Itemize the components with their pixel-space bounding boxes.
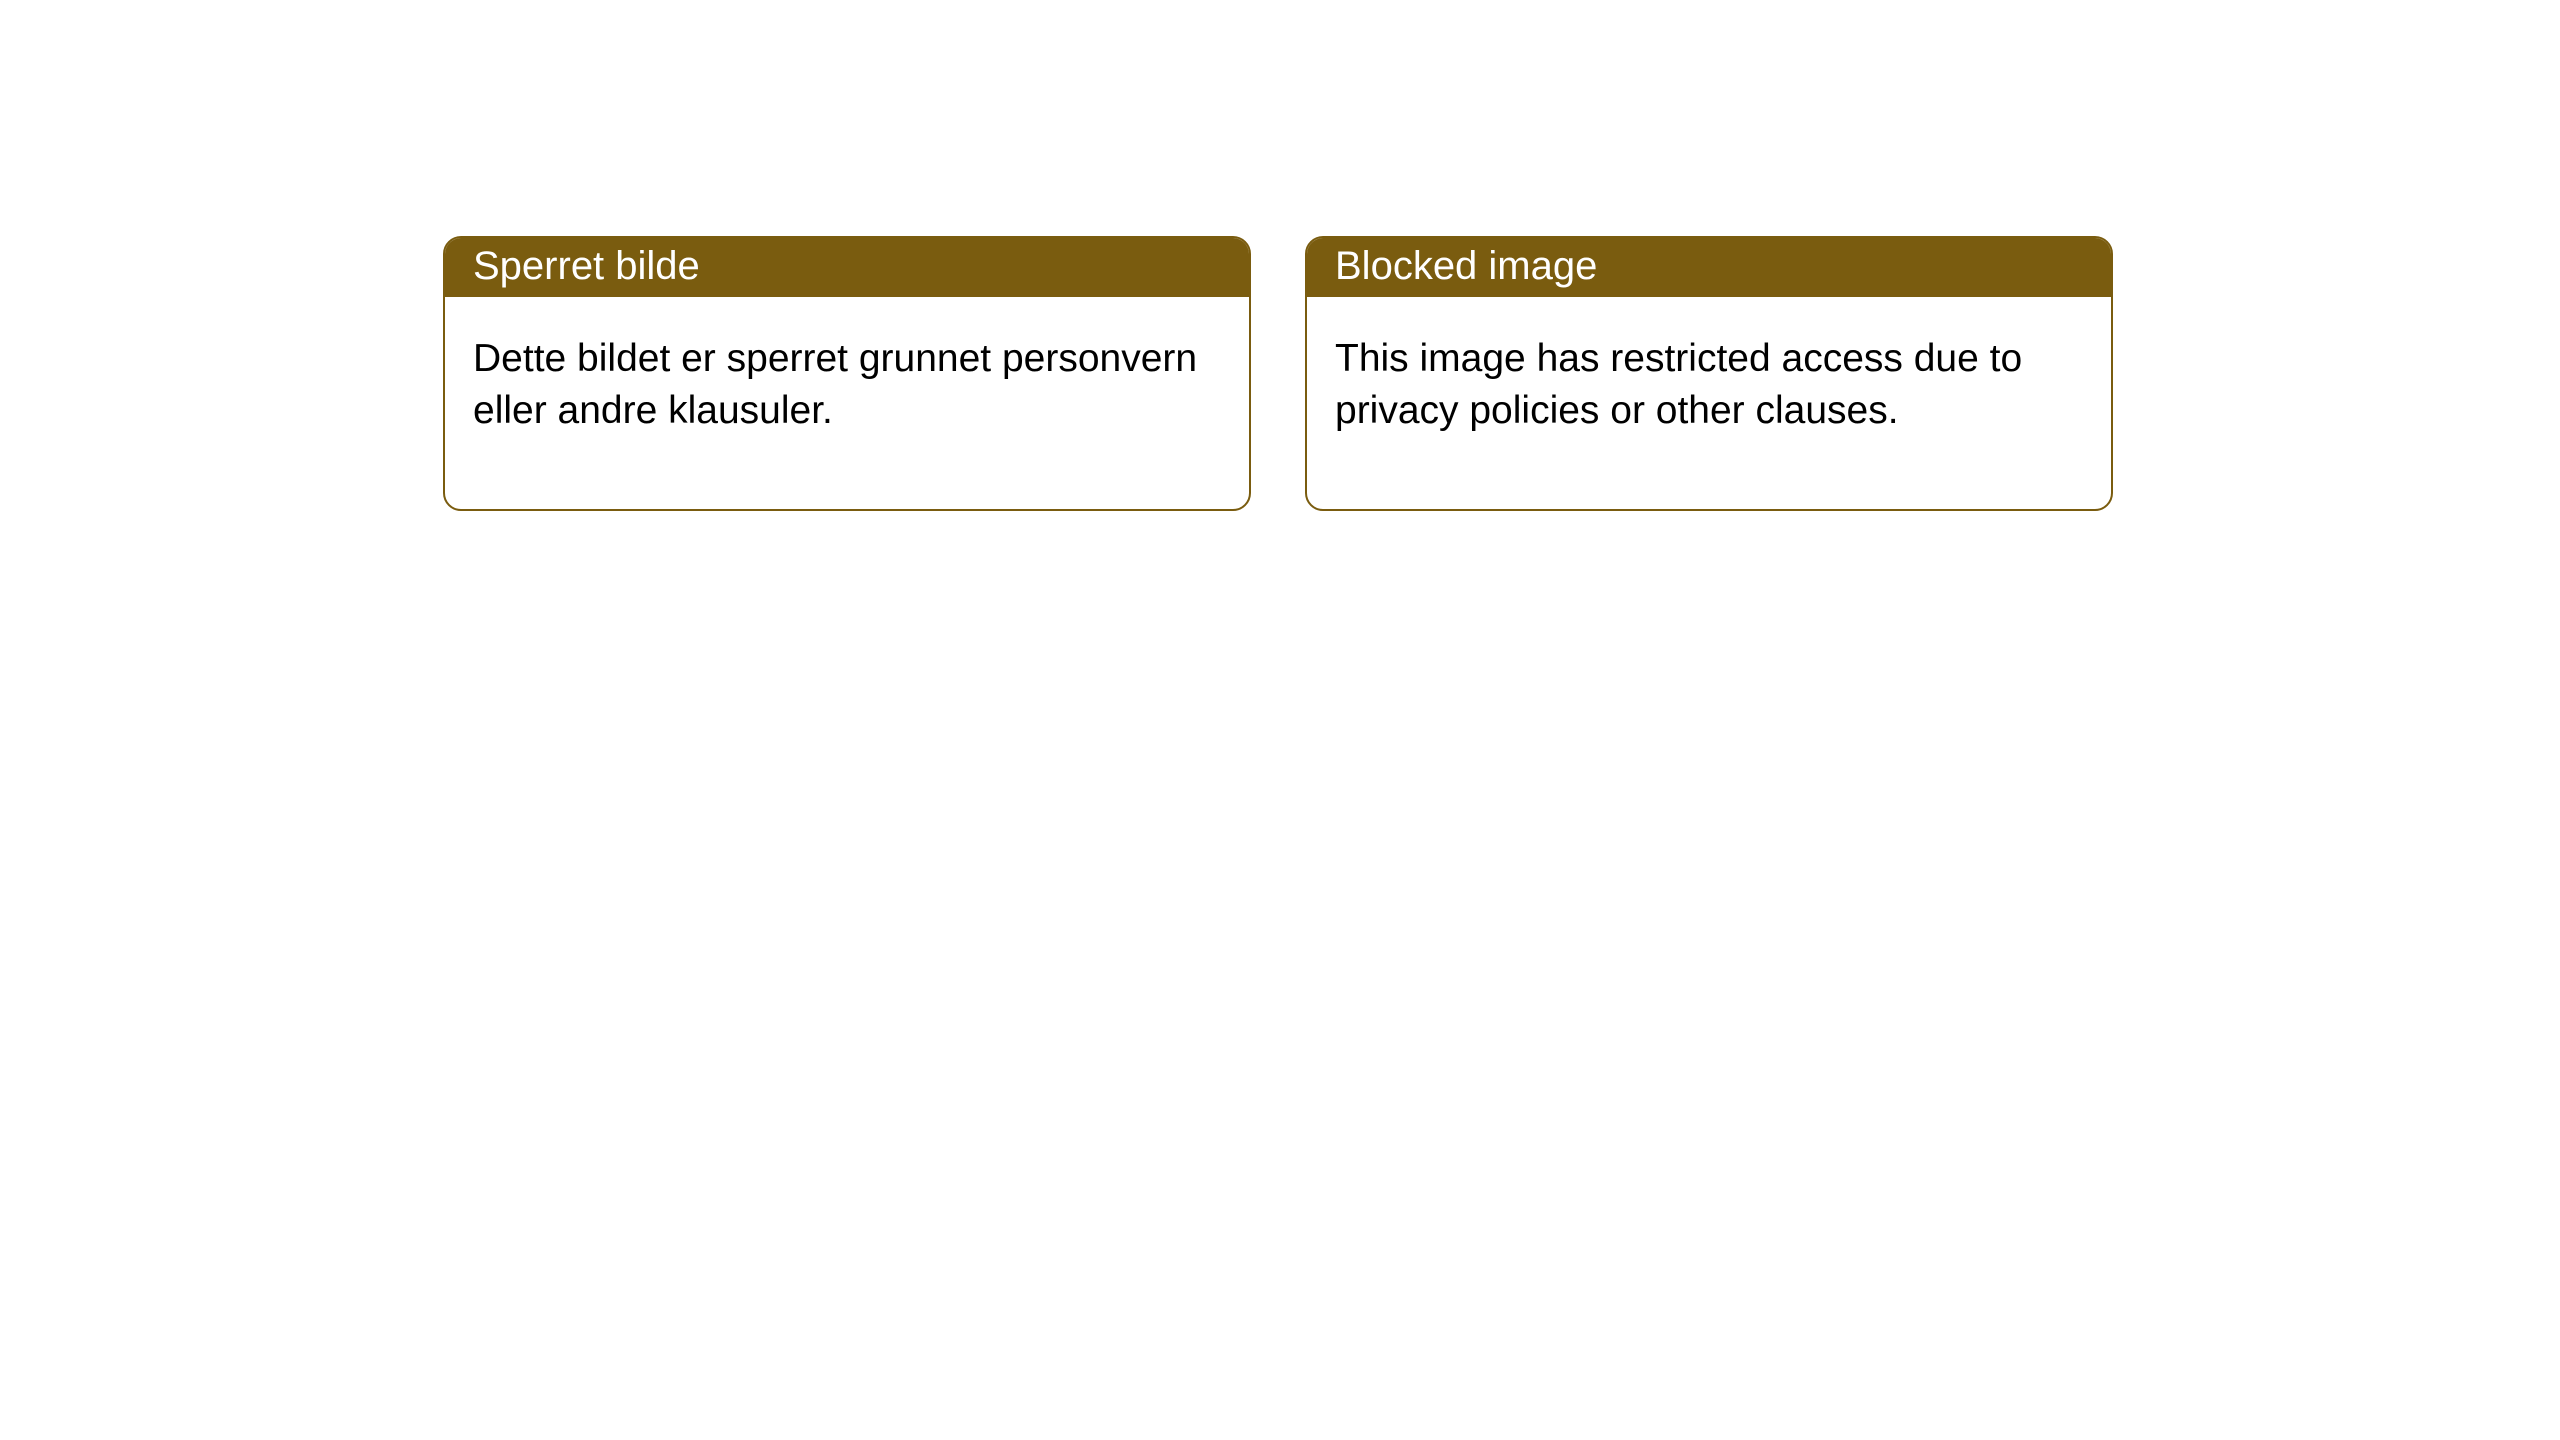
blocked-image-cards: Sperret bilde Dette bildet er sperret gr…	[443, 236, 2560, 511]
card-title: Blocked image	[1307, 238, 2111, 297]
card-body: This image has restricted access due to …	[1307, 297, 2111, 509]
blocked-card-norwegian: Sperret bilde Dette bildet er sperret gr…	[443, 236, 1251, 511]
card-body: Dette bildet er sperret grunnet personve…	[445, 297, 1249, 509]
blocked-card-english: Blocked image This image has restricted …	[1305, 236, 2113, 511]
card-title: Sperret bilde	[445, 238, 1249, 297]
